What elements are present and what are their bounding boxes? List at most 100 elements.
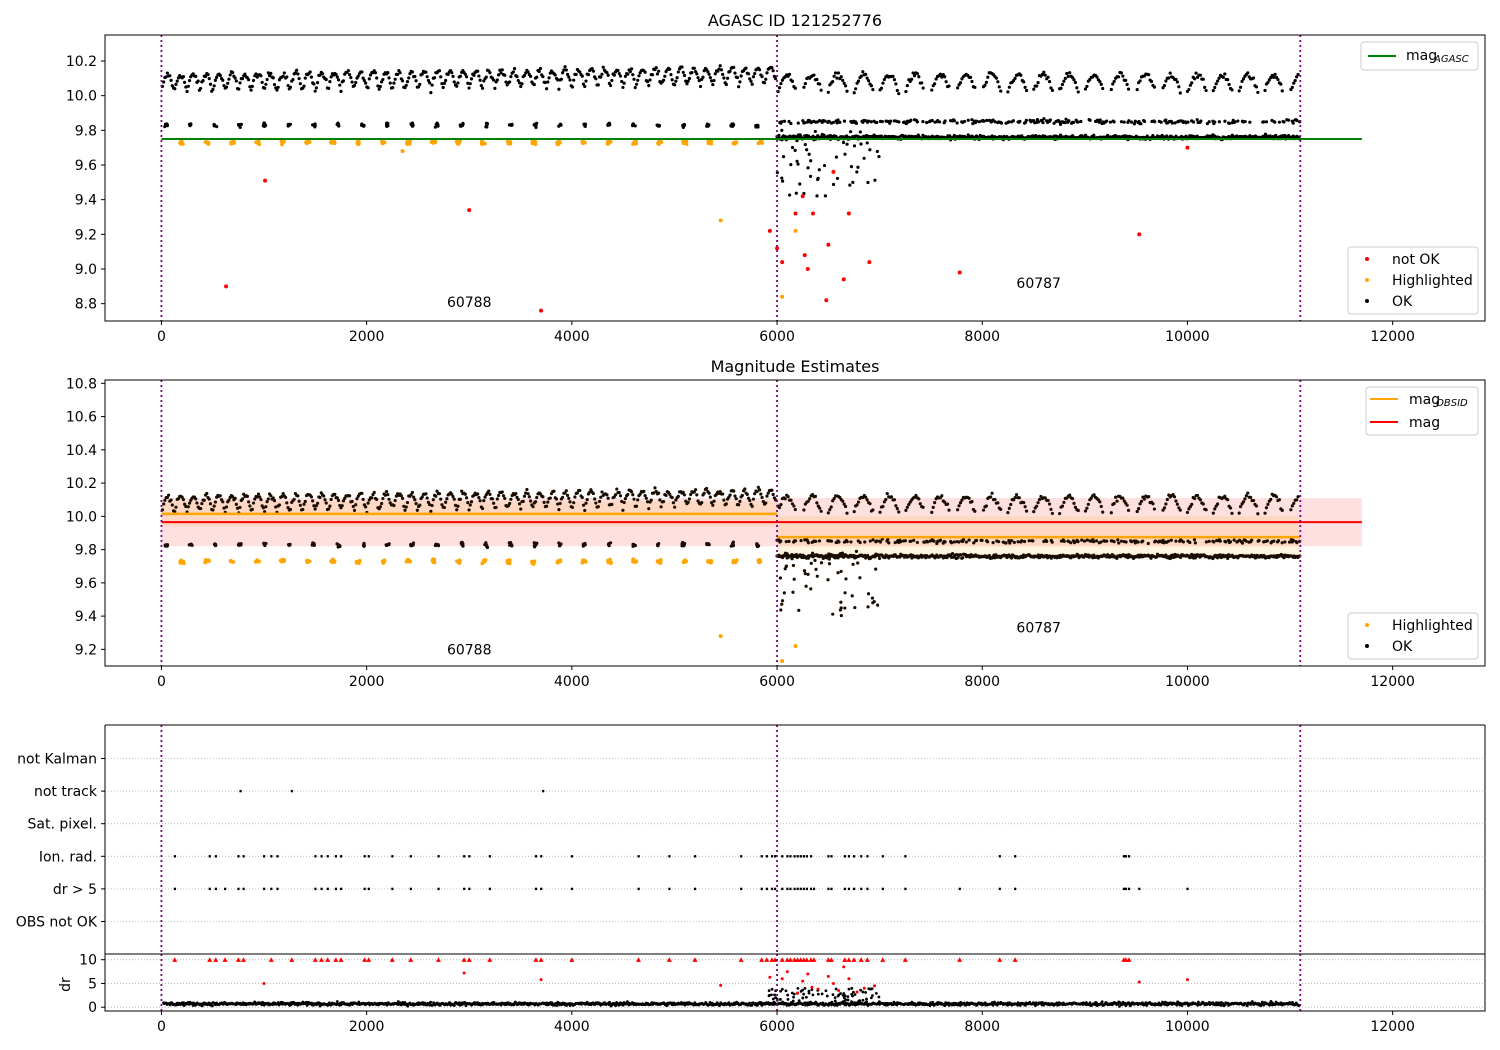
ok-point [405, 500, 410, 505]
ok-point [655, 543, 660, 547]
ok-point [724, 502, 728, 506]
ok-point [1211, 511, 1215, 515]
ok-point [1166, 539, 1171, 543]
ok-point [535, 121, 539, 125]
ok-point [520, 82, 524, 86]
ok-point [787, 72, 792, 76]
ok-point [920, 81, 924, 85]
ok-point [313, 89, 317, 93]
flag-point [881, 855, 884, 858]
flag-point [534, 855, 538, 858]
ok-point [1232, 538, 1236, 542]
ok-point [164, 544, 169, 548]
highlighted-point [456, 141, 461, 146]
flag-point [173, 855, 176, 858]
ok-point [827, 557, 831, 561]
ok-point [269, 494, 273, 498]
ok-point [796, 121, 800, 125]
flag-point [173, 887, 176, 891]
ok-point [203, 74, 208, 79]
ok-point [487, 489, 491, 493]
category-label: Ion. rad. [39, 849, 97, 865]
ok-point [1032, 87, 1036, 91]
flag-point [809, 887, 813, 891]
highlighted-point [381, 559, 386, 564]
ok-point [687, 497, 692, 501]
ok-point [1264, 120, 1269, 124]
ok-point [292, 497, 296, 502]
ok-point [1135, 509, 1139, 514]
ok-point [1239, 505, 1243, 509]
ok-point [993, 120, 997, 124]
ok-point [1237, 511, 1241, 515]
ok-point [877, 155, 881, 159]
ok-point [1290, 85, 1294, 89]
ok-point [837, 540, 841, 544]
ok-point [593, 497, 597, 501]
ok-point [250, 507, 254, 511]
ok-point [528, 499, 533, 503]
ok-point [398, 71, 402, 75]
ok-point [452, 497, 456, 501]
ok-point [849, 165, 854, 169]
ok-point [546, 500, 550, 504]
ok-point [512, 67, 517, 71]
flag-point [770, 887, 774, 891]
ok-point [622, 81, 626, 85]
ok-point [601, 65, 605, 69]
ok-point [1282, 120, 1286, 124]
ok-point [844, 577, 848, 581]
ok-point [986, 75, 990, 79]
ok-point [681, 70, 685, 75]
ok-point [738, 80, 742, 84]
ok-point [819, 88, 823, 92]
ok-point [425, 496, 429, 500]
ok-point [255, 495, 259, 499]
ok-point [404, 83, 408, 88]
ok-point [1188, 540, 1192, 545]
panel-title: Magnitude Estimates [711, 357, 880, 376]
legend-label: Highlighted [1392, 618, 1473, 634]
ok-point [647, 507, 651, 511]
ok-point [897, 120, 901, 124]
highlighted-point [431, 141, 436, 145]
ok-point [500, 490, 504, 494]
ok-point [829, 539, 834, 543]
ok-point [1147, 73, 1151, 77]
ok-point [1263, 511, 1267, 515]
ok-point [1204, 540, 1209, 544]
ok-point [725, 76, 730, 80]
ok-point [909, 118, 913, 122]
legend-label: Highlighted [1392, 273, 1473, 289]
ok-point [484, 75, 488, 79]
ok-point [806, 572, 810, 576]
ok-point [476, 492, 480, 496]
ok-point [368, 73, 373, 77]
ok-point [253, 497, 257, 501]
ok-point [414, 79, 418, 83]
ok-point [879, 86, 884, 90]
x-tick-label: 8000 [964, 674, 1000, 690]
ok-point [352, 508, 357, 512]
ok-point [376, 84, 380, 88]
ok-point [632, 543, 637, 548]
legend-label: not OK [1392, 252, 1440, 268]
ok-point [813, 558, 817, 562]
ok-point [208, 82, 213, 86]
ok-point [838, 551, 843, 556]
ok-point [165, 71, 169, 75]
ok-point [303, 76, 307, 80]
ok-point [336, 78, 341, 82]
ok-point [617, 490, 621, 495]
ok-point [791, 590, 795, 594]
ok-point [514, 491, 518, 496]
ok-point [366, 501, 370, 505]
dr-ok-point [550, 1001, 554, 1005]
ok-point [1065, 71, 1069, 76]
ok-point [816, 176, 820, 180]
ok-point [1236, 119, 1240, 123]
ok-point [1265, 539, 1269, 543]
ok-point [806, 541, 811, 545]
ok-point [275, 88, 279, 92]
ok-point [1126, 87, 1131, 91]
